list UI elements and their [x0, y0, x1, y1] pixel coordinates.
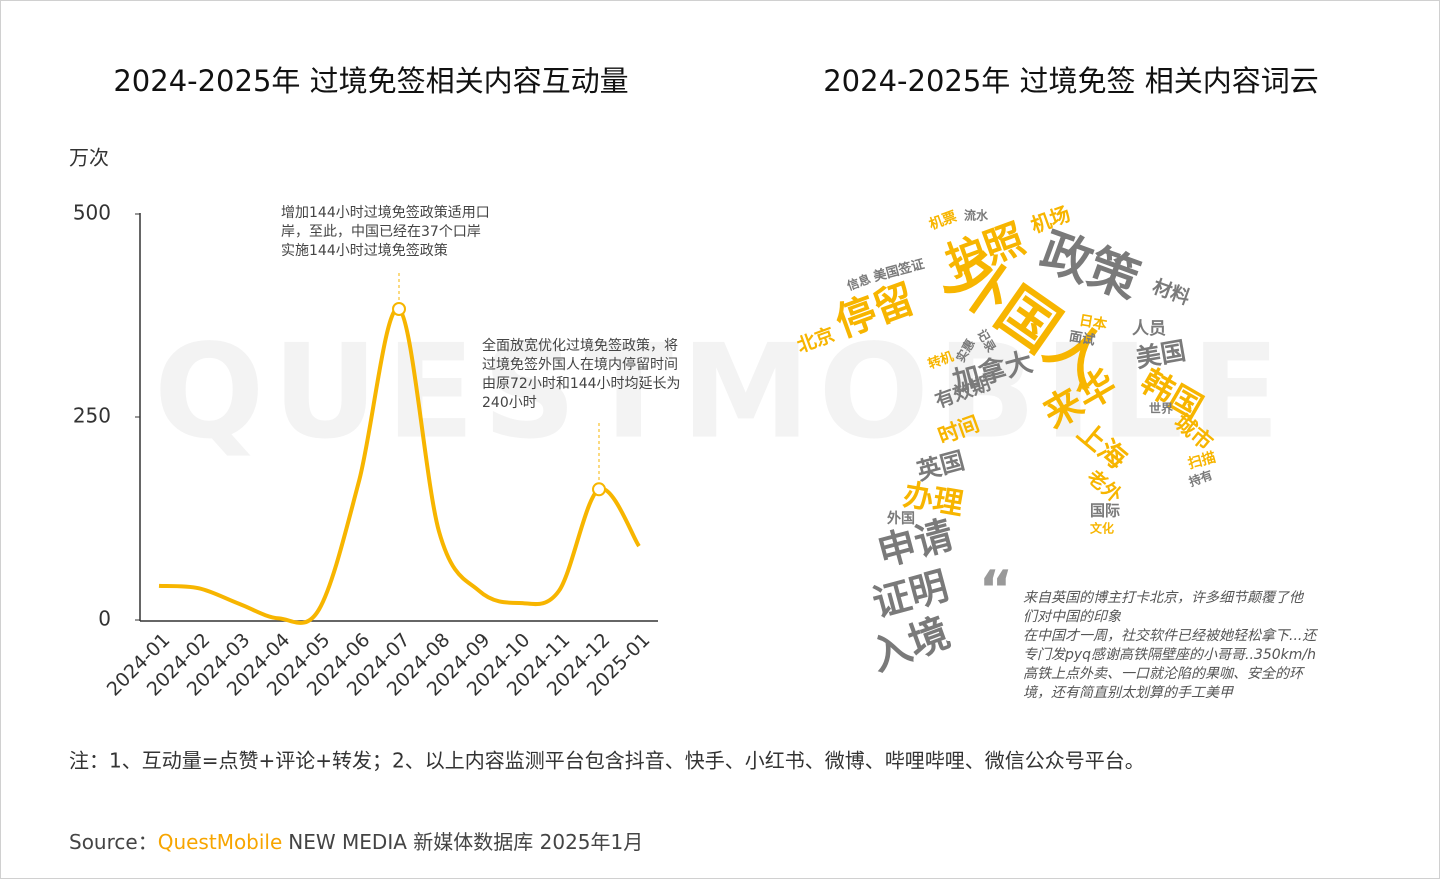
- annotation: 240小时: [482, 395, 537, 411]
- source: Source：QuestMobile NEW MEDIA 新媒体数据库 2025年…: [69, 830, 643, 854]
- word: 机票: [927, 208, 959, 234]
- note: 注：1、互动量=点赞+评论+转发；2、以上内容监测平台包含抖音、快手、小红书、微…: [69, 749, 1145, 773]
- annotation: 全面放宽优化过境免签政策，将: [482, 337, 678, 354]
- chart-title: 2024-2025年 过境免签 相关内容词云: [823, 64, 1319, 98]
- quote-line: 高铁上点外卖、一口就沦陷的果咖、安全的环: [1023, 666, 1305, 682]
- word: 日本: [1078, 312, 1110, 334]
- quote-line: 专门发pyq感谢高铁隔壁座的小哥哥..350km/h: [1023, 647, 1316, 663]
- quote-line: 们对中国的印象: [1023, 609, 1122, 625]
- quote-mark: “: [979, 560, 1013, 620]
- source-label: Source：: [69, 830, 158, 854]
- word: 文化: [1090, 521, 1114, 536]
- word: 材料: [1150, 275, 1194, 310]
- annotation: 由原72小时和144小时均延长为: [482, 376, 681, 392]
- source-text: NEW MEDIA 新媒体数据库 2025年1月: [288, 830, 643, 854]
- y-tick-label: 500: [73, 201, 111, 225]
- chart-title: 2024-2025年 过境免签相关内容互动量: [113, 64, 628, 98]
- word: 申请: [873, 512, 958, 574]
- word: 扫描: [1186, 449, 1217, 473]
- watermark: QUESTMOBILE: [154, 316, 1288, 468]
- annotation: 增加144小时过境免签政策适用口: [281, 204, 490, 221]
- y-tick-label: 0: [98, 607, 111, 631]
- word: 外国: [887, 510, 915, 527]
- source-brand: QuestMobile: [158, 830, 283, 854]
- annotation: 岸，至此，中国已经在37个口岸: [281, 224, 481, 240]
- quote-line: 来自英国的博主打卡北京，许多细节颠覆了他: [1023, 590, 1305, 606]
- annotation: 实施144小时过境免签政策: [281, 242, 448, 259]
- quote-line: 在中国才一周，社交软件已经被她轻松拿下...还: [1023, 627, 1318, 644]
- annotation: 过境免签外国人在境内停留时间: [482, 356, 678, 373]
- word: 世界: [1149, 401, 1173, 416]
- word: 人员: [1132, 319, 1166, 339]
- word: 国际: [1090, 502, 1120, 520]
- highlight-point: [592, 482, 606, 497]
- quote-line: 境，还有简直别太划算的手工美甲: [1023, 685, 1234, 701]
- y-tick-label: 250: [73, 404, 111, 428]
- word: 面试: [1068, 328, 1096, 348]
- word: 流水: [964, 208, 989, 223]
- y-axis-label: 万次: [69, 146, 109, 170]
- highlight-point: [392, 302, 406, 317]
